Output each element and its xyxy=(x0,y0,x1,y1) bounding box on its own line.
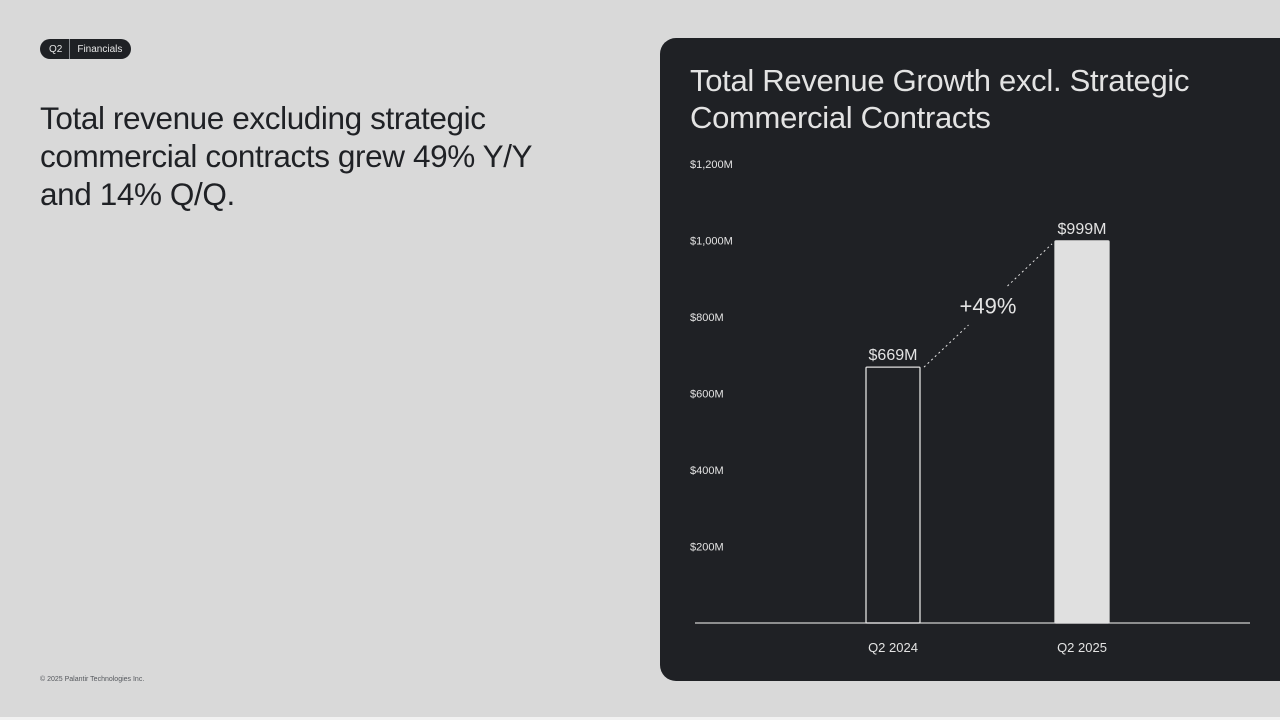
data-label: $999M xyxy=(1058,221,1107,238)
x-tick-label: Q2 2025 xyxy=(1057,640,1107,655)
x-tick-label: Q2 2024 xyxy=(868,640,918,655)
tag-quarter: Q2 xyxy=(49,43,63,55)
bar-chart: $200M $400M $600M $800M $1,000M $1,200M $669M Q… xyxy=(690,159,1250,655)
tag-separator xyxy=(69,39,71,59)
growth-connector-upper xyxy=(1007,243,1053,287)
y-tick-label: $1,200M xyxy=(690,159,733,171)
chart-card: Total Revenue Growth excl. Strategic Com… xyxy=(660,38,1280,681)
y-tick-label: $600M xyxy=(690,389,724,401)
y-tick-label: $1,000M xyxy=(690,236,733,248)
y-tick-label: $200M xyxy=(690,542,724,554)
y-tick-label: $400M xyxy=(690,465,724,477)
copyright-text: © 2025 Palantir Technologies Inc. xyxy=(40,676,145,683)
growth-annotation: +49% xyxy=(960,293,1017,318)
tag-section: Financials xyxy=(77,43,123,55)
data-label: $669M xyxy=(869,347,918,364)
growth-connector-lower xyxy=(923,324,969,368)
bar-q2-2024 xyxy=(865,366,921,624)
section-tag: Q2 Financials xyxy=(40,39,132,59)
y-tick-label: $800M xyxy=(690,312,724,324)
headline: Total revenue excluding strategic commer… xyxy=(40,100,532,212)
bottom-strip xyxy=(0,717,1280,720)
bar-q2-2025 xyxy=(1054,240,1110,624)
chart-title: Total Revenue Growth excl. Strategic Com… xyxy=(690,63,1190,135)
